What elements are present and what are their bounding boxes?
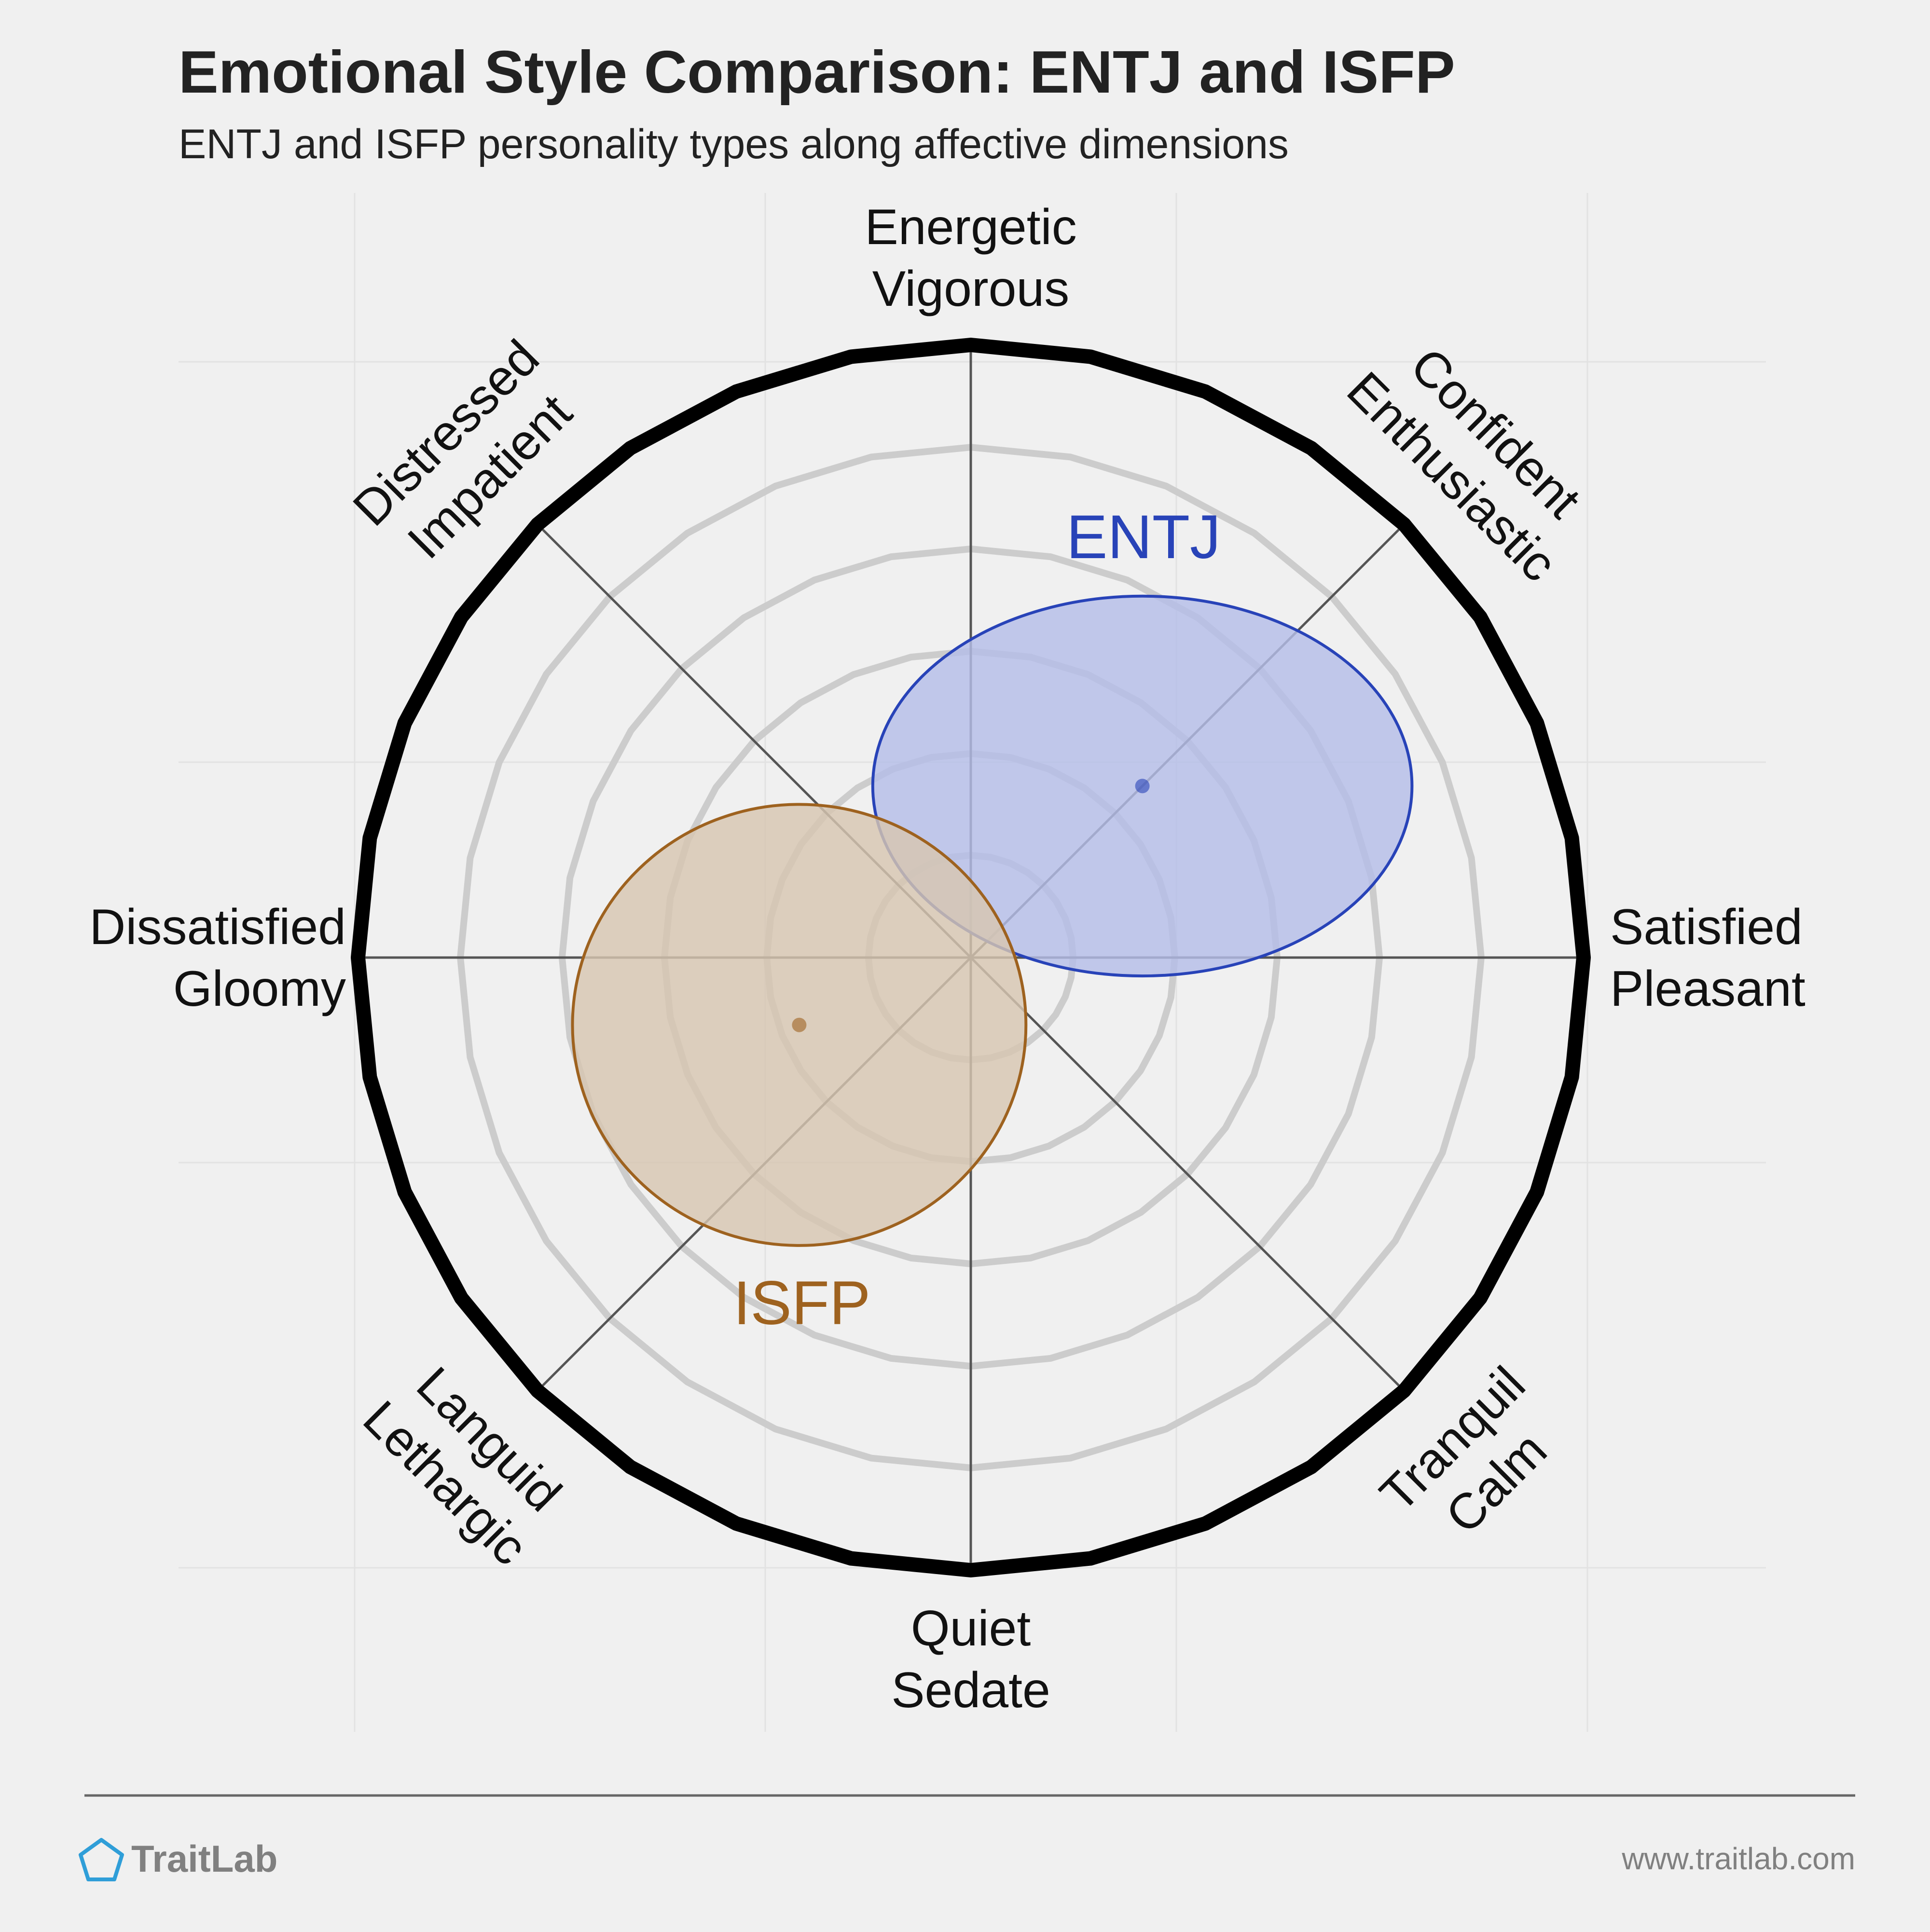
- entj-center-point: [1135, 779, 1150, 794]
- axis-label-4-line-0: Quiet: [911, 1601, 1031, 1657]
- outer-ring: [351, 338, 1591, 1577]
- axis-label-2-line-1: Pleasant: [1610, 961, 1806, 1017]
- isfp-center-point: [792, 1017, 807, 1032]
- axis-label-6-line-1: Gloomy: [173, 961, 346, 1017]
- axis-label-4-line-1: Sedate: [891, 1662, 1050, 1718]
- brand-url[interactable]: www.traitlab.com: [1621, 1841, 1855, 1876]
- axis-label-6: Dissatisfied Gloomy: [89, 899, 346, 1017]
- series-layer: ENTJ ISFP: [571, 503, 1414, 1338]
- isfp-series-label: ISFP: [733, 1269, 871, 1338]
- axis-label-0-line-0: Energetic: [865, 199, 1076, 255]
- entj-series-label: ENTJ: [1066, 503, 1221, 572]
- axis-label-2: Satisfied Pleasant: [1610, 899, 1806, 1017]
- chart-title: Emotional Style Comparison: ENTJ and ISF…: [179, 39, 1455, 106]
- axis-label-0: Energetic Vigorous: [865, 199, 1076, 317]
- axis-label-2-line-0: Satisfied: [1610, 899, 1803, 955]
- brand-name[interactable]: TraitLab: [131, 1837, 277, 1880]
- chart-subtitle: ENTJ and ISFP personality types along af…: [179, 121, 1289, 167]
- axis-label-0-line-1: Vigorous: [872, 261, 1070, 317]
- axis-label-6-line-0: Dissatisfied: [89, 899, 346, 955]
- pentagon-icon: [79, 1838, 124, 1881]
- outer-ring-layer: [351, 338, 1591, 1577]
